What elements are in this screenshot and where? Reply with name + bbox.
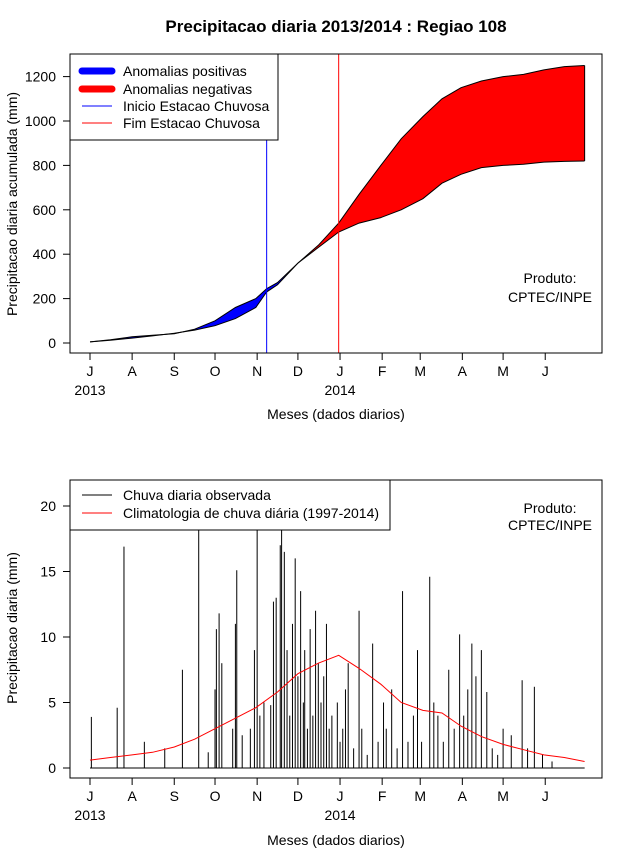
top-x-tick-label: M <box>497 363 509 379</box>
x-axis-bottom: J A S O N D J F M A M J 2013 2014 <box>74 777 549 823</box>
legend-label-climatology: Climatologia de chuva diária (1997-2014) <box>123 505 379 521</box>
bottom-x-tick-label: S <box>170 788 179 804</box>
bottom-y-tick-label: 20 <box>40 498 56 514</box>
chart-title: Precipitacao diaria 2013/2014 : Regiao 1… <box>165 17 506 36</box>
produto-label-bottom: Produto: <box>524 500 577 516</box>
x-axis-label-bottom: Meses (dados diarios) <box>267 832 405 848</box>
positive-anomaly-area <box>181 263 298 333</box>
top-x-tick-label: A <box>458 363 468 379</box>
bottom-x-tick-label: F <box>378 788 387 804</box>
negative-anomaly-area <box>297 65 585 264</box>
daily-plot-area <box>89 480 585 769</box>
bottom-x-tick-label: A <box>458 788 468 804</box>
bottom-x-tick-label: N <box>252 788 262 804</box>
top-x-tick-label: D <box>293 363 303 379</box>
observed-cumulative-line <box>89 160 585 343</box>
legend-label-observed: Chuva diaria observada <box>123 487 271 503</box>
x-axis-top: J A S O N D J F M A M J 2013 2014 <box>74 352 549 398</box>
top-y-tick-label: 600 <box>33 202 57 218</box>
y-axis-label-top: Precipitacao diaria acumulada (mm) <box>4 92 20 316</box>
top-x-tick-label: A <box>127 363 137 379</box>
y-axis-bottom: 0 5 10 15 20 <box>40 498 71 776</box>
top-y-tick-label: 400 <box>33 246 57 262</box>
top-x-tick-label: J <box>337 363 344 379</box>
bottom-year-label: 2014 <box>324 807 355 823</box>
top-y-tick-label: 800 <box>33 157 57 173</box>
bottom-x-tick-label: O <box>210 788 221 804</box>
bottom-year-label: 2013 <box>74 807 105 823</box>
x-axis-label-top: Meses (dados diarios) <box>267 406 405 422</box>
legend-box-bottom <box>69 479 391 531</box>
bottom-y-tick-label: 5 <box>48 695 56 711</box>
bottom-x-tick-label: D <box>293 788 303 804</box>
bottom-x-tick-label: J <box>87 788 94 804</box>
top-x-tick-label: M <box>414 363 426 379</box>
top-y-tick-label: 0 <box>48 335 56 351</box>
bottom-x-tick-label: J <box>542 788 549 804</box>
top-x-tick-label: S <box>170 363 179 379</box>
climatology-daily-line <box>89 654 585 762</box>
top-y-tick-label: 1000 <box>25 113 56 129</box>
bottom-y-tick-label: 0 <box>48 760 56 776</box>
panel-daily: 0 5 10 15 20 J A S O N D J F M A M J 2013 2014 Precipitac… <box>4 479 603 848</box>
legend-label-negative: Anomalias negativas <box>123 81 252 97</box>
legend-label-fim: Fim Estacao Chuvosa <box>123 115 260 131</box>
top-x-tick-label: J <box>87 363 94 379</box>
legend-top: Anomalias positivas Anomalias negativas … <box>69 53 279 141</box>
top-x-tick-label: O <box>210 363 221 379</box>
cptec-label-bottom: CPTEC/INPE <box>508 517 592 533</box>
legend-label-positive: Anomalias positivas <box>123 63 247 79</box>
panel-cumulative: 0 200 400 600 800 1000 1200 J A S O N D J F M A M J 2013 20… <box>4 53 603 422</box>
top-x-tick-label: N <box>252 363 262 379</box>
top-y-tick-label: 200 <box>33 291 57 307</box>
top-year-label: 2014 <box>324 382 355 398</box>
bottom-y-tick-label: 10 <box>40 629 56 645</box>
top-year-label: 2013 <box>74 382 105 398</box>
legend-bottom: Chuva diaria observada Climatologia de c… <box>69 479 391 531</box>
bottom-x-tick-label: J <box>337 788 344 804</box>
bottom-y-tick-label: 15 <box>40 564 56 580</box>
bottom-x-tick-label: A <box>127 788 137 804</box>
top-y-tick-label: 1200 <box>25 69 56 85</box>
legend-label-inicio: Inicio Estacao Chuvosa <box>123 98 270 114</box>
bottom-x-tick-label: M <box>414 788 426 804</box>
y-axis-label-bottom: Precipitacao diaria (mm) <box>4 552 20 704</box>
bottom-x-tick-label: M <box>497 788 509 804</box>
cptec-label-top: CPTEC/INPE <box>508 289 592 305</box>
y-axis-top: 0 200 400 600 800 1000 1200 <box>25 69 71 351</box>
top-x-tick-label: F <box>378 363 387 379</box>
top-x-tick-label: J <box>542 363 549 379</box>
produto-label-top: Produto: <box>524 270 577 286</box>
